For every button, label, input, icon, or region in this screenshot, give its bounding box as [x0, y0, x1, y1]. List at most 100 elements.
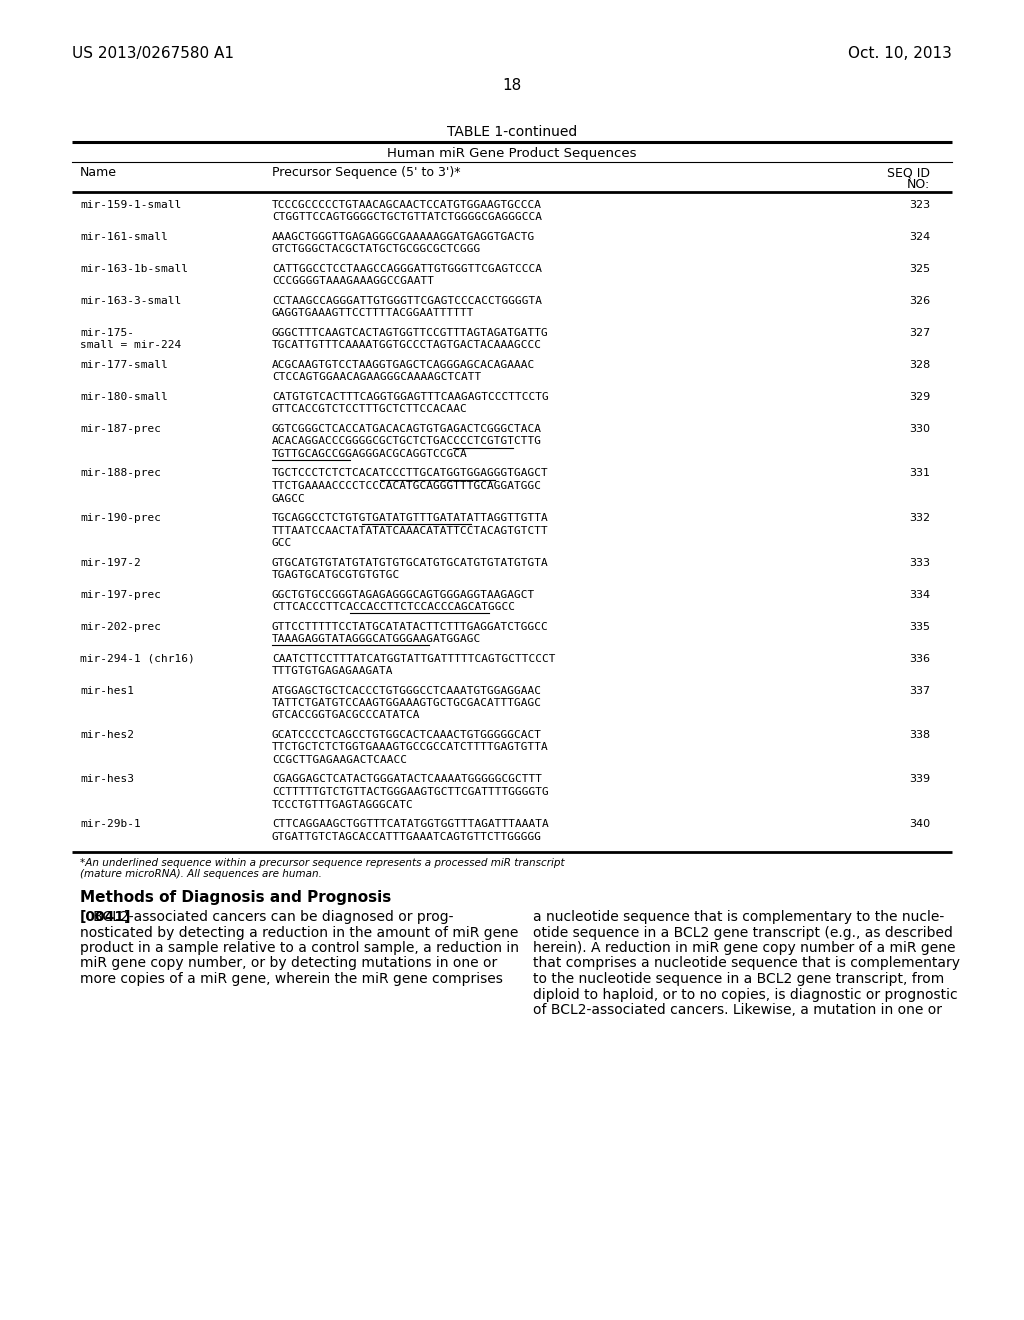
- Text: GAGCC: GAGCC: [272, 494, 306, 503]
- Text: CCTAAGCCAGGGATTGTGGGTTCGAGTCCCACCTGGGGTA: CCTAAGCCAGGGATTGTGGGTTCGAGTCCCACCTGGGGTA: [272, 296, 542, 306]
- Text: TABLE 1-continued: TABLE 1-continued: [446, 125, 578, 139]
- Text: TGCATTGTTTCAAAATGGTGCCCTAGTGACTACAAAGCCC: TGCATTGTTTCAAAATGGTGCCCTAGTGACTACAAAGCCC: [272, 341, 542, 351]
- Text: 336: 336: [909, 653, 930, 664]
- Text: mir-175-: mir-175-: [80, 327, 134, 338]
- Text: TGAGTGCATGCGTGTGTGC: TGAGTGCATGCGTGTGTGC: [272, 570, 400, 579]
- Text: mir-29b-1: mir-29b-1: [80, 818, 140, 829]
- Text: GTTCACCGTCTCCTTTGCTCTTCCACAAC: GTTCACCGTCTCCTTTGCTCTTCCACAAC: [272, 404, 468, 414]
- Text: Oct. 10, 2013: Oct. 10, 2013: [848, 46, 952, 61]
- Text: ACACAGGACCCGGGGCGCTGCTCTGACCCCTCGTGTCTTG: ACACAGGACCCGGGGCGCTGCTCTGACCCCTCGTGTCTTG: [272, 437, 542, 446]
- Text: AAAGCTGGGTTGAGAGGGCGAAAAAGGATGAGGTGACTG: AAAGCTGGGTTGAGAGGGCGAAAAAGGATGAGGTGACTG: [272, 232, 536, 242]
- Text: 335: 335: [909, 622, 930, 631]
- Text: 18: 18: [503, 78, 521, 92]
- Text: miR gene copy number, or by detecting mutations in one or: miR gene copy number, or by detecting mu…: [80, 957, 498, 970]
- Text: mir-161-small: mir-161-small: [80, 232, 168, 242]
- Text: mir-159-1-small: mir-159-1-small: [80, 201, 181, 210]
- Text: mir-188-prec: mir-188-prec: [80, 469, 161, 479]
- Text: mir-163-3-small: mir-163-3-small: [80, 296, 181, 306]
- Text: 323: 323: [909, 201, 930, 210]
- Text: (mature microRNA). All sequences are human.: (mature microRNA). All sequences are hum…: [80, 869, 322, 879]
- Text: GGGCTTTCAAGTCACTAGTGGTTCCGTTTAGTAGATGATTG: GGGCTTTCAAGTCACTAGTGGTTCCGTTTAGTAGATGATT…: [272, 327, 549, 338]
- Text: CCTTTTTGTCTGTTACTGGGAAGTGCTTCGATTTTGGGGTG: CCTTTTTGTCTGTTACTGGGAAGTGCTTCGATTTTGGGGT…: [272, 787, 549, 797]
- Text: [0041]: [0041]: [80, 909, 131, 924]
- Text: TGTTGCAGCCGGAGGGACGCAGGTCCGCA: TGTTGCAGCCGGAGGGACGCAGGTCCGCA: [272, 449, 468, 459]
- Text: mir-hes3: mir-hes3: [80, 775, 134, 784]
- Text: NO:: NO:: [906, 178, 930, 191]
- Text: Human miR Gene Product Sequences: Human miR Gene Product Sequences: [387, 147, 637, 160]
- Text: diploid to haploid, or to no copies, is diagnostic or prognostic: diploid to haploid, or to no copies, is …: [534, 987, 957, 1002]
- Text: TCCCGCCCCCTGTAACAGCAACTCCATGTGGAAGTGCCCA: TCCCGCCCCCTGTAACAGCAACTCCATGTGGAAGTGCCCA: [272, 201, 542, 210]
- Text: mir-hes2: mir-hes2: [80, 730, 134, 741]
- Text: GAGGTGAAAGTTCCTTTTACGGAATTTTTT: GAGGTGAAAGTTCCTTTTACGGAATTTTTT: [272, 309, 474, 318]
- Text: TAAAGAGGTATAGGGCATGGGAAGATGGAGC: TAAAGAGGTATAGGGCATGGGAAGATGGAGC: [272, 634, 481, 644]
- Text: 326: 326: [909, 296, 930, 306]
- Text: mir-294-1 (chr16): mir-294-1 (chr16): [80, 653, 195, 664]
- Text: 332: 332: [909, 513, 930, 523]
- Text: CATGTGTCACTTTCAGGTGGAGTTTCAAGAGTCCCTTCCTG: CATGTGTCACTTTCAGGTGGAGTTTCAAGAGTCCCTTCCT…: [272, 392, 549, 403]
- Text: more copies of a miR gene, wherein the miR gene comprises: more copies of a miR gene, wherein the m…: [80, 972, 503, 986]
- Text: herein). A reduction in miR gene copy number of a miR gene: herein). A reduction in miR gene copy nu…: [534, 941, 955, 954]
- Text: otide sequence in a BCL2 gene transcript (e.g., as described: otide sequence in a BCL2 gene transcript…: [534, 925, 953, 940]
- Text: SEQ ID: SEQ ID: [887, 166, 930, 180]
- Text: US 2013/0267580 A1: US 2013/0267580 A1: [72, 46, 234, 61]
- Text: that comprises a nucleotide sequence that is complementary: that comprises a nucleotide sequence tha…: [534, 957, 961, 970]
- Text: 327: 327: [908, 327, 930, 338]
- Text: ACGCAAGTGTCCTAAGGTGAGCTCAGGGAGCACAGAAAC: ACGCAAGTGTCCTAAGGTGAGCTCAGGGAGCACAGAAAC: [272, 360, 536, 370]
- Text: mir-190-prec: mir-190-prec: [80, 513, 161, 523]
- Text: Precursor Sequence (5' to 3')*: Precursor Sequence (5' to 3')*: [272, 166, 461, 180]
- Text: TATTCTGATGTCCAAGTGGAAAGTGCTGCGACATTTGAGC: TATTCTGATGTCCAAGTGGAAAGTGCTGCGACATTTGAGC: [272, 698, 542, 708]
- Text: mir-hes1: mir-hes1: [80, 685, 134, 696]
- Text: 338: 338: [909, 730, 930, 741]
- Text: 325: 325: [909, 264, 930, 275]
- Text: ATGGAGCTGCTCACCCTGTGGGCCTCAAATGTGGAGGAAC: ATGGAGCTGCTCACCCTGTGGGCCTCAAATGTGGAGGAAC: [272, 685, 542, 696]
- Text: 334: 334: [909, 590, 930, 599]
- Text: 337: 337: [909, 685, 930, 696]
- Text: 331: 331: [909, 469, 930, 479]
- Text: 339: 339: [909, 775, 930, 784]
- Text: CCGCTTGAGAAGACTCAACC: CCGCTTGAGAAGACTCAACC: [272, 755, 407, 766]
- Text: TTCTGAAAACCCCTCCCACATGCAGGGTTTGCAGGATGGC: TTCTGAAAACCCCTCCCACATGCAGGGTTTGCAGGATGGC: [272, 480, 542, 491]
- Text: mir-197-2: mir-197-2: [80, 557, 140, 568]
- Text: 328: 328: [908, 360, 930, 370]
- Text: mir-177-small: mir-177-small: [80, 360, 168, 370]
- Text: Name: Name: [80, 166, 117, 180]
- Text: CTGGTTCCAGTGGGGCTGCTGTTATCTGGGGCGAGGGCCA: CTGGTTCCAGTGGGGCTGCTGTTATCTGGGGCGAGGGCCA: [272, 213, 542, 223]
- Text: GGTCGGGCTCACCATGACACAGTGTGAGACTCGGGCTACA: GGTCGGGCTCACCATGACACAGTGTGAGACTCGGGCTACA: [272, 424, 542, 434]
- Text: TTCTGCTCTCTGGTGAAAGTGCCGCCATCTTTTGAGTGTTA: TTCTGCTCTCTGGTGAAAGTGCCGCCATCTTTTGAGTGTT…: [272, 742, 549, 752]
- Text: TTTGTGTGAGAGAAGATA: TTTGTGTGAGAGAAGATA: [272, 667, 393, 676]
- Text: mir-197-prec: mir-197-prec: [80, 590, 161, 599]
- Text: GGCTGTGCCGGGTAGAGAGGGCAGTGGGAGGTAAGAGCT: GGCTGTGCCGGGTAGAGAGGGCAGTGGGAGGTAAGAGCT: [272, 590, 536, 599]
- Text: GCATCCCCTCAGCCTGTGGCACTCAAACTGTGGGGGCACT: GCATCCCCTCAGCCTGTGGCACTCAAACTGTGGGGGCACT: [272, 730, 542, 741]
- Text: CTTCACCCTTCACCACCTTCTCCACCCAGCATGGCC: CTTCACCCTTCACCACCTTCTCCACCCAGCATGGCC: [272, 602, 515, 612]
- Text: Methods of Diagnosis and Prognosis: Methods of Diagnosis and Prognosis: [80, 890, 391, 906]
- Text: TGCAGGCCTCTGTGTGATATGTTTGATATATTAGGTTGTTA: TGCAGGCCTCTGTGTGATATGTTTGATATATTAGGTTGTT…: [272, 513, 549, 523]
- Text: TTTAATCCAACTATATATCAAACATATTCCTACAGTGTCTT: TTTAATCCAACTATATATCAAACATATTCCTACAGTGTCT…: [272, 525, 549, 536]
- Text: BCL2-associated cancers can be diagnosed or prog-: BCL2-associated cancers can be diagnosed…: [80, 909, 454, 924]
- Text: GTGATTGTCTAGCACCATTTGAAATCAGTGTTCTTGGGGG: GTGATTGTCTAGCACCATTTGAAATCAGTGTTCTTGGGGG: [272, 832, 542, 842]
- Text: mir-187-prec: mir-187-prec: [80, 424, 161, 434]
- Text: GTTCCTTTTTCCTATGCATATACTTCTTTGAGGATCTGGCC: GTTCCTTTTTCCTATGCATATACTTCTTTGAGGATCTGGC…: [272, 622, 549, 631]
- Text: GTCTGGGCTACGCTATGCTGCGGCGCTCGGG: GTCTGGGCTACGCTATGCTGCGGCGCTCGGG: [272, 244, 481, 255]
- Text: CGAGGAGCTCATACTGGGATACTCAAAATGGGGGCGCTTT: CGAGGAGCTCATACTGGGATACTCAAAATGGGGGCGCTTT: [272, 775, 542, 784]
- Text: to the nucleotide sequence in a BCL2 gene transcript, from: to the nucleotide sequence in a BCL2 gen…: [534, 972, 944, 986]
- Text: GCC: GCC: [272, 539, 292, 548]
- Text: CTTCAGGAAGCTGGTTTCATATGGTGGTTTAGATTTAAATA: CTTCAGGAAGCTGGTTTCATATGGTGGTTTAGATTTAAAT…: [272, 818, 549, 829]
- Text: *An underlined sequence within a precursor sequence represents a processed miR t: *An underlined sequence within a precurs…: [80, 858, 564, 869]
- Text: 340: 340: [909, 818, 930, 829]
- Text: of BCL2-associated cancers. Likewise, a mutation in one or: of BCL2-associated cancers. Likewise, a …: [534, 1003, 942, 1016]
- Text: mir-180-small: mir-180-small: [80, 392, 168, 403]
- Text: 329: 329: [908, 392, 930, 403]
- Text: CTCCAGTGGAACAGAAGGGCAAAAGCTCATT: CTCCAGTGGAACAGAAGGGCAAAAGCTCATT: [272, 372, 481, 383]
- Text: TGCTCCCTCTCTCACATCCCTTGCATGGTGGAGGGTGAGCT: TGCTCCCTCTCTCACATCCCTTGCATGGTGGAGGGTGAGC…: [272, 469, 549, 479]
- Text: a nucleotide sequence that is complementary to the nucle-: a nucleotide sequence that is complement…: [534, 909, 944, 924]
- Text: CCCGGGGTAAAGAAAGGCCGAATT: CCCGGGGTAAAGAAAGGCCGAATT: [272, 276, 434, 286]
- Text: 330: 330: [909, 424, 930, 434]
- Text: CAATCTTCCTTTATCATGGTATTGATTTTTCAGTGCTTCCCT: CAATCTTCCTTTATCATGGTATTGATTTTTCAGTGCTTCC…: [272, 653, 555, 664]
- Text: GTGCATGTGTATGTATGTGTGCATGTGCATGTGTATGTGTA: GTGCATGTGTATGTATGTGTGCATGTGCATGTGTATGTGT…: [272, 557, 549, 568]
- Text: nosticated by detecting a reduction in the amount of miR gene: nosticated by detecting a reduction in t…: [80, 925, 518, 940]
- Text: TCCCTGTTTGAGTAGGGCATC: TCCCTGTTTGAGTAGGGCATC: [272, 800, 414, 809]
- Text: small = mir-224: small = mir-224: [80, 341, 181, 351]
- Text: mir-202-prec: mir-202-prec: [80, 622, 161, 631]
- Text: CATTGGCCTCCTAAGCCAGGGATTGTGGGTTCGAGTCCCA: CATTGGCCTCCTAAGCCAGGGATTGTGGGTTCGAGTCCCA: [272, 264, 542, 275]
- Text: mir-163-1b-small: mir-163-1b-small: [80, 264, 188, 275]
